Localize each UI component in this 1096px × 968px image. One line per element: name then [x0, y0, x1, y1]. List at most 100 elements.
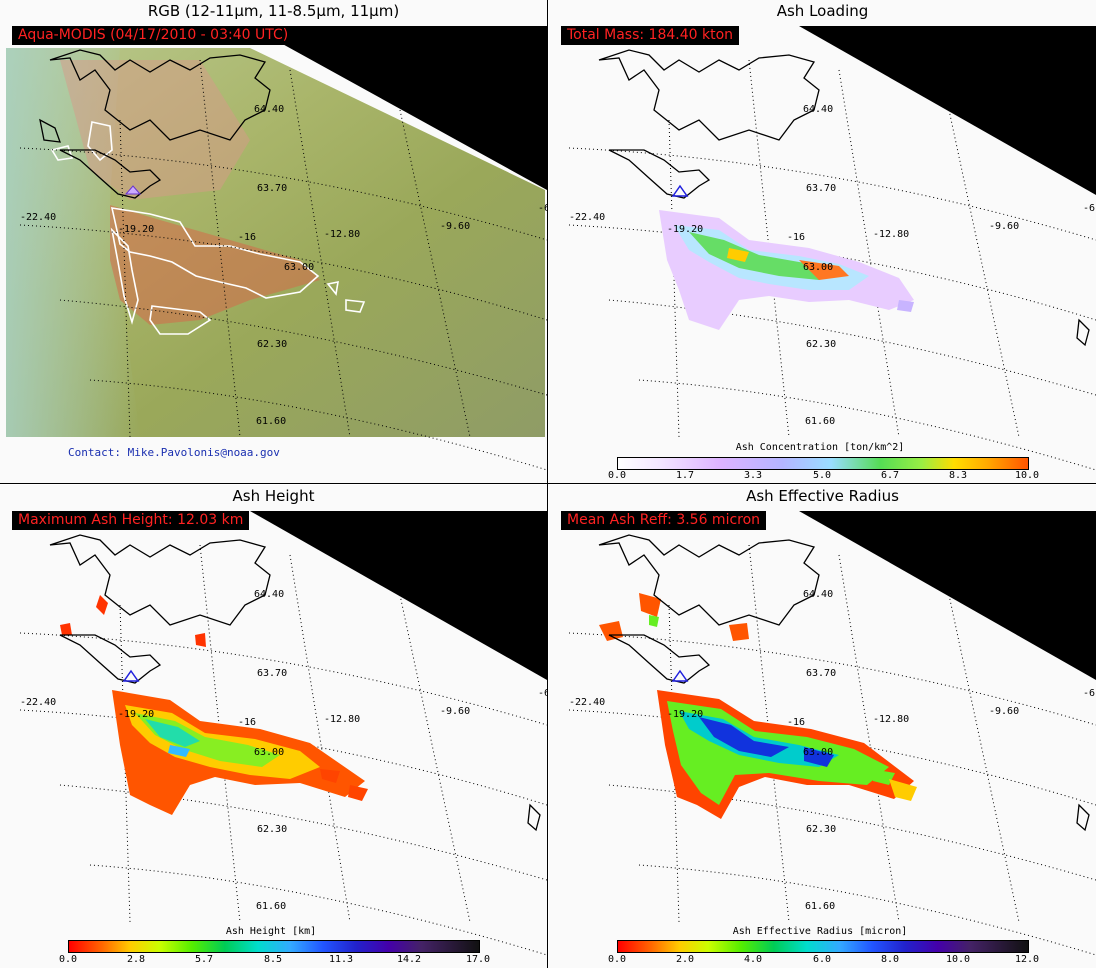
black-corner — [799, 26, 1096, 195]
black-corner — [799, 511, 1096, 680]
colorbar-title: Ash Height [km] — [225, 926, 317, 937]
grid-label: 63.00 — [803, 262, 834, 273]
ash-height-map — [19, 511, 547, 956]
grid-label: -19.20 — [667, 709, 704, 720]
colorbar-tick: 2.0 — [675, 954, 695, 965]
colorbar-tick: 10.0 — [945, 954, 971, 965]
grid-label: 62.30 — [257, 824, 288, 835]
ash-loading-map — [568, 26, 1096, 471]
colorbar-tick: 8.5 — [263, 954, 283, 965]
colorbar-tick: 6.0 — [812, 954, 832, 965]
ash-radius-title: Ash Effective Radius — [746, 487, 899, 505]
contact-link[interactable]: Contact: Mike.Pavolonis@noaa.gov — [68, 446, 280, 459]
colorbar-tick: 8.0 — [880, 954, 900, 965]
grid-label: -19.20 — [118, 709, 155, 720]
ash-height-panel: Ash Height Maximum Ash Height: 12.03 km … — [0, 485, 547, 968]
grid-label: 63.70 — [257, 668, 288, 679]
grid-label: 63.70 — [806, 183, 837, 194]
volcano-marker — [671, 184, 689, 197]
grid-label: -12.80 — [873, 229, 910, 240]
rgb-ash-contour — [50, 121, 366, 335]
rgb-info-box: Aqua-MODIS (04/17/2010 - 03:40 UTC) — [12, 26, 295, 45]
colorbar-tick: 0.0 — [607, 954, 627, 965]
black-corner — [250, 511, 547, 680]
ash-radius-plume — [599, 593, 917, 819]
grid-label: -19.20 — [667, 224, 704, 235]
grid-label: -22.40 — [20, 212, 57, 223]
grid-label: 63.00 — [254, 747, 285, 758]
grid-label: 64.40 — [254, 104, 285, 115]
grid-label: 61.60 — [805, 416, 836, 427]
grid-label: 61.60 — [256, 416, 287, 427]
grid-label: -12.80 — [324, 229, 361, 240]
grid-label: 62.30 — [806, 339, 837, 350]
rgb-black-corner — [250, 26, 547, 190]
grid-label: -16 — [787, 232, 806, 243]
ash-height-colorbar — [68, 940, 480, 953]
colorbar-tick: 0.0 — [607, 470, 627, 481]
grid-label: -16 — [238, 717, 257, 728]
coastline — [598, 49, 1090, 347]
grid-label: -6 — [538, 203, 547, 214]
grid-label: 63.00 — [284, 262, 315, 273]
grid-label: -22.40 — [569, 697, 606, 708]
grid-label: 63.00 — [803, 747, 834, 758]
grid-label: 64.40 — [803, 104, 834, 115]
colorbar-tick: 6.7 — [880, 470, 900, 481]
volcano-marker — [122, 669, 140, 682]
grid-label: 64.40 — [254, 589, 285, 600]
ash-loading-colorbar — [617, 457, 1029, 470]
grid-label: -9.60 — [440, 706, 471, 717]
colorbar-tick: 0.0 — [58, 954, 78, 965]
horizontal-divider — [0, 483, 1096, 484]
colorbar-tick: 14.2 — [396, 954, 422, 965]
grid-label: -6 — [1083, 688, 1096, 699]
grid-label: 61.60 — [256, 901, 287, 912]
grid-label: 62.30 — [257, 339, 288, 350]
rgb-title: RGB (12-11μm, 11-8.5μm, 11μm) — [147, 2, 400, 20]
grid-label: -16 — [238, 232, 257, 243]
grid-label: -12.80 — [873, 714, 910, 725]
rgb-map — [6, 26, 547, 471]
grid-label: -6 — [538, 688, 547, 699]
colorbar-tick: 2.8 — [126, 954, 146, 965]
colorbar-title: Ash Effective Radius [micron] — [732, 926, 908, 937]
ash-loading-plume — [659, 210, 914, 330]
colorbar-tick: 17.0 — [465, 954, 491, 965]
ash-radius-info-box: Mean Ash Reff: 3.56 micron — [561, 511, 767, 530]
coastline — [49, 534, 541, 832]
ash-loading-title: Ash Loading — [776, 2, 869, 20]
colorbar-tick: 5.0 — [812, 470, 832, 481]
ash-loading-info-box: Total Mass: 184.40 kton — [561, 26, 740, 45]
grid-label: -12.80 — [324, 714, 361, 725]
coastline — [598, 534, 1090, 832]
ash-radius-colorbar — [617, 940, 1029, 953]
grid-label: 63.70 — [806, 668, 837, 679]
ash-height-title: Ash Height — [232, 487, 315, 505]
colorbar-tick: 1.7 — [675, 470, 695, 481]
grid-label: -9.60 — [440, 221, 471, 232]
grid-label: 61.60 — [805, 901, 836, 912]
ash-height-info-box: Maximum Ash Height: 12.03 km — [12, 511, 250, 530]
rgb-coastline — [39, 49, 271, 199]
grid-label: -22.40 — [20, 697, 57, 708]
volcano-marker — [124, 185, 142, 195]
colorbar-tick: 12.0 — [1014, 954, 1040, 965]
grid-label: -9.60 — [989, 706, 1020, 717]
grid-label: -16 — [787, 717, 806, 728]
ash-radius-map — [568, 511, 1096, 956]
grid-label: -22.40 — [569, 212, 606, 223]
grid-label: -6 — [1083, 203, 1096, 214]
grid-label: 64.40 — [803, 589, 834, 600]
rgb-panel: RGB (12-11μm, 11-8.5μm, 11μm) Aqua-MODIS… — [0, 0, 547, 483]
grid-label: 62.30 — [806, 824, 837, 835]
colorbar-tick: 10.0 — [1014, 470, 1040, 481]
colorbar-tick: 3.3 — [743, 470, 763, 481]
colorbar-tick: 4.0 — [743, 954, 763, 965]
colorbar-tick: 11.3 — [328, 954, 354, 965]
ash-height-plume — [60, 595, 368, 815]
ash-radius-panel: Ash Effective Radius Mean Ash Reff: 3.56… — [549, 485, 1096, 968]
volcano-marker — [671, 669, 689, 682]
colorbar-title: Ash Concentration [ton/km^2] — [735, 442, 905, 453]
colorbar-tick: 8.3 — [948, 470, 968, 481]
